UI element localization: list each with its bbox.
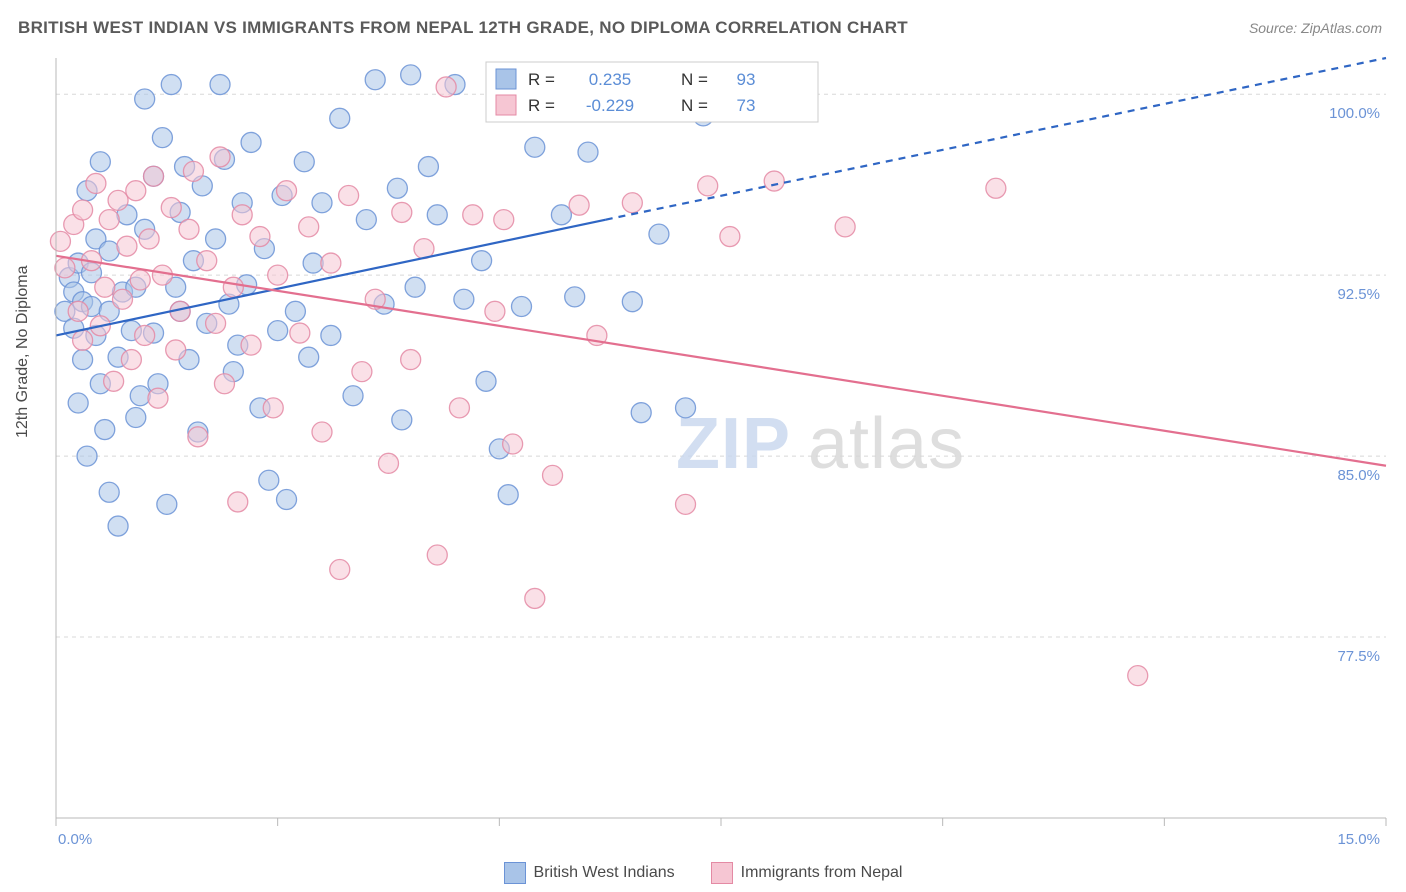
- svg-text:92.5%: 92.5%: [1337, 286, 1380, 303]
- svg-text:0.235: 0.235: [589, 70, 632, 89]
- svg-text:N =: N =: [681, 70, 708, 89]
- bottom-legend: British West Indians Immigrants from Nep…: [0, 862, 1406, 884]
- svg-text:R =: R =: [528, 70, 555, 89]
- svg-text:ZIP: ZIP: [676, 404, 791, 484]
- chart-area: 12th Grade, No Diploma 77.5% 85.0% 92.5% 10…: [16, 48, 1406, 858]
- svg-text:77.5%: 77.5%: [1337, 648, 1380, 665]
- swatch-blue-icon: [504, 862, 526, 884]
- legend-label-blue: British West Indians: [534, 864, 675, 882]
- svg-text:N =: N =: [681, 96, 708, 115]
- source-label: Source: ZipAtlas.com: [1249, 20, 1382, 36]
- chart-header: BRITISH WEST INDIAN VS IMMIGRANTS FROM N…: [0, 0, 1406, 48]
- swatch-pink-icon: [711, 862, 733, 884]
- svg-text:-0.229: -0.229: [586, 96, 634, 115]
- svg-text:100.0%: 100.0%: [1329, 105, 1380, 122]
- legend-item-blue: British West Indians: [504, 862, 675, 884]
- svg-text:atlas: atlas: [808, 404, 965, 484]
- y-axis-label: 12th Grade, No Diploma: [14, 265, 32, 438]
- svg-text:93: 93: [737, 70, 756, 89]
- svg-text:0.0%: 0.0%: [58, 831, 92, 848]
- svg-text:85.0%: 85.0%: [1337, 467, 1380, 484]
- legend-item-pink: Immigrants from Nepal: [711, 862, 903, 884]
- scatter-chart: 77.5% 85.0% 92.5% 100.0% ZIPatlas 0.0% 15.0% R …: [16, 48, 1396, 858]
- svg-text:R =: R =: [528, 96, 555, 115]
- svg-text:15.0%: 15.0%: [1337, 831, 1380, 848]
- chart-title: BRITISH WEST INDIAN VS IMMIGRANTS FROM N…: [18, 18, 908, 38]
- svg-text:73: 73: [737, 96, 756, 115]
- legend-label-pink: Immigrants from Nepal: [741, 864, 903, 882]
